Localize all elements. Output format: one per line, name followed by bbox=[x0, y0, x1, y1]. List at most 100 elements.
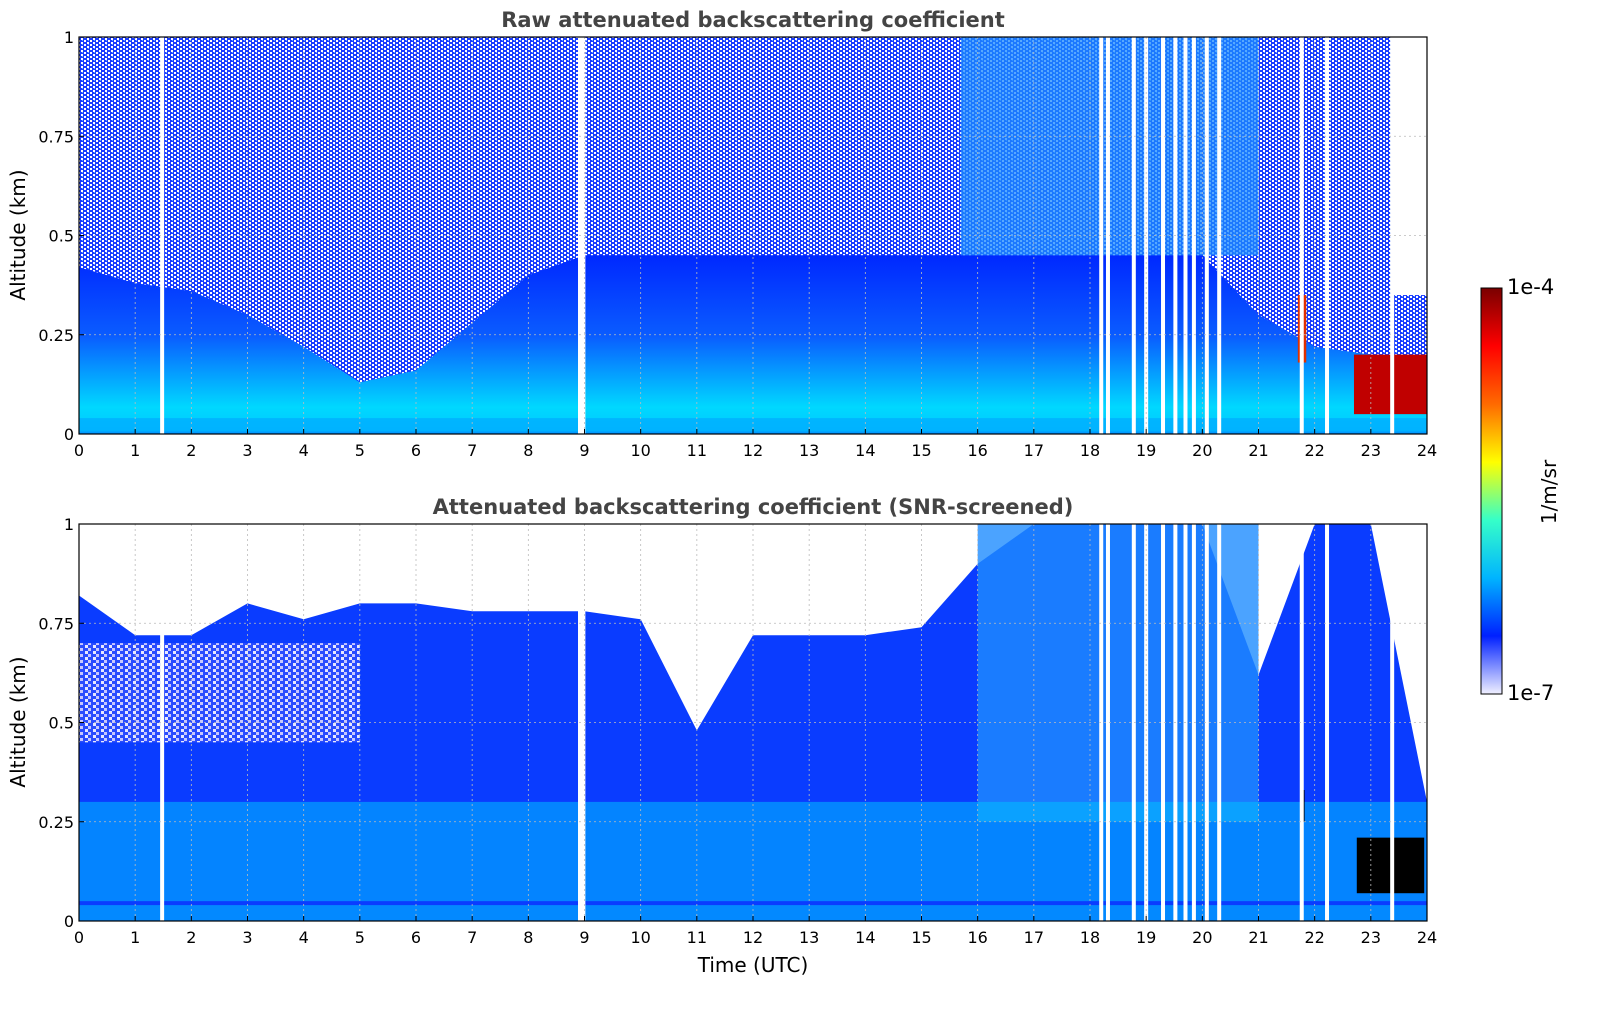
missing-profile-gap bbox=[581, 37, 586, 434]
y-tick-label: 0 bbox=[64, 425, 74, 444]
colorbar-min-label: 1e-7 bbox=[1507, 681, 1554, 705]
x-tick-label: 6 bbox=[411, 928, 421, 947]
x-tick-label: 12 bbox=[743, 441, 763, 460]
colorbar-max-label: 1e-4 bbox=[1507, 275, 1554, 299]
x-tick-label: 8 bbox=[523, 928, 533, 947]
x-tick-label: 22 bbox=[1304, 928, 1324, 947]
missing-profile-gap bbox=[1099, 524, 1104, 921]
afternoon-signal-region bbox=[977, 524, 1259, 822]
x-tick-label: 9 bbox=[579, 928, 589, 947]
x-tick-label: 1 bbox=[130, 441, 140, 460]
x-tick-label: 6 bbox=[411, 441, 421, 460]
colorbar-bar bbox=[1480, 287, 1503, 695]
x-tick-label: 13 bbox=[799, 928, 819, 947]
x-tick-label: 21 bbox=[1248, 928, 1268, 947]
missing-profile-gap bbox=[1325, 37, 1330, 434]
missing-profile-gap bbox=[1144, 37, 1149, 434]
x-tick-label: 3 bbox=[242, 928, 252, 947]
x-tick-label: 15 bbox=[911, 441, 931, 460]
y-tick-label: 1 bbox=[64, 515, 74, 534]
x-tick-label: 24 bbox=[1417, 928, 1437, 947]
x-tick-label: 3 bbox=[242, 441, 252, 460]
weak-signal-region bbox=[79, 643, 360, 743]
missing-profile-gap bbox=[1099, 37, 1104, 434]
x-tick-label: 18 bbox=[1080, 441, 1100, 460]
missing-profile-gap bbox=[1191, 37, 1196, 434]
y-tick-label: 0.75 bbox=[38, 614, 74, 633]
missing-profile-gap bbox=[1191, 524, 1196, 921]
x-tick-label: 21 bbox=[1248, 441, 1268, 460]
x-tick-label: 23 bbox=[1361, 928, 1381, 947]
x-tick-label: 10 bbox=[630, 928, 650, 947]
x-tick-label: 7 bbox=[467, 928, 477, 947]
missing-profile-gap bbox=[1161, 524, 1166, 921]
x-tick-label: 5 bbox=[355, 441, 365, 460]
x-tick-label: 1 bbox=[130, 928, 140, 947]
y-axis-label: Altitude (km) bbox=[6, 656, 30, 787]
missing-profile-gap bbox=[1299, 524, 1304, 921]
x-tick-label: 17 bbox=[1024, 928, 1044, 947]
x-tick-label: 16 bbox=[967, 441, 987, 460]
panel-title: Raw attenuated backscattering coefficien… bbox=[501, 8, 1005, 32]
missing-profile-gap bbox=[1144, 524, 1149, 921]
x-tick-label: 14 bbox=[855, 928, 875, 947]
colorbar: 1e-4 1e-7 1/m/sr bbox=[1480, 275, 1561, 705]
x-tick-label: 12 bbox=[743, 928, 763, 947]
x-tick-label: 23 bbox=[1361, 441, 1381, 460]
x-tick-label: 7 bbox=[467, 441, 477, 460]
x-tick-labels: 0 1 2 3 4 5 6 7 8 9 10 11 12 13 14 15 16 17 18 19 20 21 22 23 24 bbox=[74, 916, 1437, 947]
x-tick-label: 8 bbox=[523, 441, 533, 460]
x-tick-label: 13 bbox=[799, 441, 819, 460]
y-tick-label: 0.5 bbox=[49, 227, 74, 246]
x-axis-label: Time (UTC) bbox=[697, 953, 809, 977]
y-tick-label: 0.25 bbox=[38, 326, 74, 345]
x-tick-label: 4 bbox=[299, 928, 309, 947]
x-tick-label: 11 bbox=[687, 441, 707, 460]
x-tick-label: 9 bbox=[579, 441, 589, 460]
x-tick-label: 0 bbox=[74, 441, 84, 460]
missing-profile-gap bbox=[1131, 37, 1136, 434]
x-tick-label: 2 bbox=[186, 441, 196, 460]
y-tick-label: 1 bbox=[64, 28, 74, 47]
x-tick-label: 19 bbox=[1136, 441, 1156, 460]
x-tick-label: 16 bbox=[967, 928, 987, 947]
y-tick-label: 0 bbox=[64, 912, 74, 931]
x-tick-label: 10 bbox=[630, 441, 650, 460]
x-tick-label: 2 bbox=[186, 928, 196, 947]
x-tick-label: 15 bbox=[911, 928, 931, 947]
y-tick-labels: 0 0.25 0.5 0.75 1 bbox=[38, 28, 84, 444]
x-tick-label: 17 bbox=[1024, 441, 1044, 460]
x-tick-label: 20 bbox=[1192, 441, 1212, 460]
missing-profile-gap bbox=[160, 524, 165, 921]
x-tick-label: 24 bbox=[1417, 441, 1437, 460]
aerosol-layer bbox=[79, 801, 1427, 902]
y-tick-label: 0.25 bbox=[38, 813, 74, 832]
missing-profile-gap bbox=[160, 37, 165, 434]
panel-title: Attenuated backscattering coefficient (S… bbox=[433, 495, 1074, 519]
raw-backscatter-panel: Raw attenuated backscattering coefficien… bbox=[6, 8, 1437, 460]
y-tick-label: 0.5 bbox=[49, 714, 74, 733]
gridlines bbox=[78, 36, 1428, 435]
missing-profile-gap bbox=[1105, 524, 1110, 921]
gridlines bbox=[78, 523, 1428, 922]
missing-profile-gap bbox=[1390, 37, 1395, 434]
y-tick-labels: 0 0.25 0.5 0.75 1 bbox=[38, 515, 84, 931]
x-tick-label: 0 bbox=[74, 928, 84, 947]
missing-profile-gap bbox=[1204, 37, 1209, 434]
missing-profile-gap bbox=[1325, 524, 1330, 921]
x-tick-label: 18 bbox=[1080, 928, 1100, 947]
missing-profile-gap bbox=[1105, 37, 1110, 434]
x-tick-labels: 0 1 2 3 4 5 6 7 8 9 10 11 12 13 14 15 16 17 18 19 20 21 22 23 24 bbox=[74, 429, 1437, 460]
missing-profile-gap bbox=[1204, 524, 1209, 921]
x-tick-label: 19 bbox=[1136, 928, 1156, 947]
missing-profile-gap bbox=[581, 524, 586, 921]
missing-profile-gap bbox=[1161, 37, 1166, 434]
x-tick-label: 14 bbox=[855, 441, 875, 460]
missing-profile-gap bbox=[1131, 524, 1136, 921]
y-tick-label: 0.75 bbox=[38, 127, 74, 146]
x-tick-label: 5 bbox=[355, 928, 365, 947]
boundary-layer-region bbox=[79, 255, 1427, 434]
missing-profile-gap bbox=[1299, 37, 1304, 434]
x-tick-label: 20 bbox=[1192, 928, 1212, 947]
